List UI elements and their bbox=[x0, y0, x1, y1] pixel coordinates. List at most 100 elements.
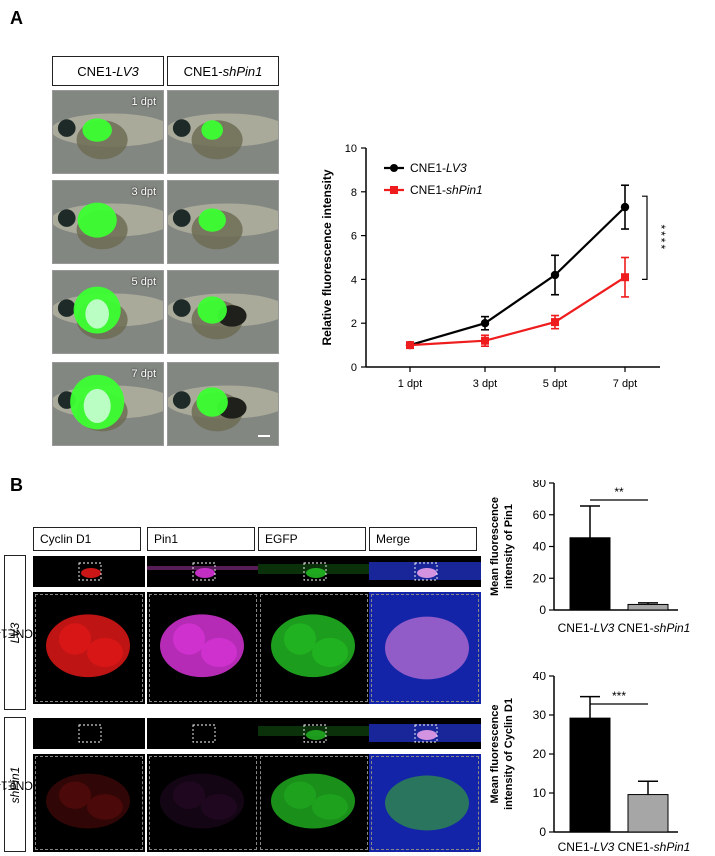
bar-chart-pin1-area: 0 20 40 60 80 Mean fluorescence intensity of P… bbox=[489, 480, 690, 635]
data-point bbox=[481, 336, 489, 345]
bar bbox=[627, 603, 669, 611]
error-bar bbox=[580, 505, 600, 538]
zoomed-image bbox=[33, 592, 145, 704]
significance-label: ** bbox=[614, 485, 624, 499]
y-axis-label: Mean fluorescence bbox=[489, 704, 501, 803]
zebrafish-picture bbox=[53, 91, 163, 173]
y-tick-label: 6 bbox=[351, 231, 357, 243]
overview-picture bbox=[258, 724, 370, 743]
y-tick-label: 8 bbox=[351, 187, 357, 199]
zoomed-picture bbox=[271, 614, 355, 678]
x-category-label: CNE1-LV3 bbox=[558, 840, 615, 854]
overview-image bbox=[369, 718, 481, 749]
zebrafish-picture bbox=[53, 271, 163, 353]
panel-a-letter: A bbox=[10, 8, 23, 28]
zebrafish-picture bbox=[168, 271, 278, 353]
significance-bracket bbox=[642, 195, 648, 280]
x-category-label: CNE1-LV3 bbox=[558, 621, 615, 635]
y-tick-label: 10 bbox=[533, 786, 547, 800]
overview-image bbox=[258, 718, 370, 749]
legend-label: CNE1-LV3 bbox=[410, 161, 467, 175]
overview-picture bbox=[78, 562, 102, 581]
zebrafish-image: 3 dpt bbox=[52, 180, 164, 264]
x-category-label: CNE1-shPin1 bbox=[618, 840, 691, 854]
zoomed-image bbox=[33, 754, 145, 852]
overview-image bbox=[33, 556, 145, 587]
zoomed-image bbox=[369, 754, 481, 852]
error-bar bbox=[638, 780, 658, 795]
dpt-label: 7 dpt bbox=[131, 368, 156, 380]
zoomed-picture bbox=[369, 754, 481, 852]
overview-picture bbox=[147, 562, 259, 581]
dpt-label: 1 dpt bbox=[131, 96, 156, 108]
data-point bbox=[621, 273, 629, 282]
bar-chart-cyclin-d1-area: 0 10 20 30 40 Mean fluorescence intensity of C… bbox=[489, 672, 691, 854]
row-label-lv3: CNE1- LV3 bbox=[0, 555, 33, 710]
error-bar bbox=[580, 695, 600, 719]
y-tick-label: 20 bbox=[533, 571, 547, 585]
legend-entry: CNE1-LV3 bbox=[384, 161, 467, 175]
zoomed-picture bbox=[160, 614, 244, 678]
panel-b-letter: B bbox=[10, 475, 23, 495]
y-tick-label: 20 bbox=[533, 747, 547, 761]
zebrafish-image bbox=[167, 270, 279, 354]
significance-label: *** bbox=[612, 689, 626, 703]
zebrafish-picture bbox=[168, 181, 278, 263]
overview-picture bbox=[369, 562, 481, 581]
column-header: Cyclin D1 bbox=[33, 527, 141, 551]
line-chart: 0 2 4 6 8 10 1 dpt 3 dpt 5 dpt 7 dpt Relative fluo… bbox=[320, 143, 668, 390]
overview-picture bbox=[192, 724, 216, 743]
y-tick-label: 80 bbox=[533, 480, 547, 490]
data-point bbox=[480, 319, 490, 328]
zoomed-image bbox=[258, 754, 370, 852]
y-tick-label: 0 bbox=[351, 362, 357, 374]
zebrafish-image: 1 dpt bbox=[52, 90, 164, 174]
zebrafish-image bbox=[167, 180, 279, 264]
legend-entry: CNE1-shPin1 bbox=[384, 183, 483, 197]
zoomed-image bbox=[369, 592, 481, 704]
series-line bbox=[409, 276, 626, 347]
zoomed-image bbox=[258, 592, 370, 704]
legend-label: CNE1-shPin1 bbox=[410, 183, 483, 197]
column-header: Merge bbox=[369, 527, 477, 551]
overview-image bbox=[258, 556, 370, 587]
y-axis-label: Mean fluorescence bbox=[489, 497, 501, 596]
column-header: Pin1 bbox=[147, 527, 255, 551]
data-point bbox=[620, 202, 630, 212]
zebrafish-image: 7 dpt bbox=[52, 362, 164, 446]
overview-picture bbox=[369, 724, 481, 743]
zebrafish-picture bbox=[53, 363, 163, 445]
zebrafish-picture bbox=[53, 181, 163, 263]
overview-image bbox=[33, 718, 145, 749]
scale-bar bbox=[258, 435, 270, 437]
data-point bbox=[551, 318, 559, 327]
zebrafish-image bbox=[167, 90, 279, 174]
zoomed-picture bbox=[271, 773, 355, 829]
y-tick-label: 30 bbox=[533, 708, 547, 722]
zoomed-picture bbox=[160, 773, 244, 829]
overview-image bbox=[147, 718, 259, 749]
y-tick-label: 10 bbox=[345, 143, 357, 155]
zoomed-picture bbox=[46, 773, 130, 829]
zebrafish-image: 5 dpt bbox=[52, 270, 164, 354]
zoomed-image bbox=[147, 754, 259, 852]
y-tick-label: 40 bbox=[533, 672, 547, 683]
x-tick-label: 3 dpt bbox=[473, 378, 497, 390]
zebrafish-picture bbox=[168, 363, 278, 445]
overview-picture bbox=[78, 724, 102, 743]
x-tick-label: 7 dpt bbox=[613, 378, 637, 390]
column-header-shpin1: CNE1- shPin1 bbox=[167, 56, 279, 86]
bar bbox=[569, 537, 611, 611]
dpt-label: 3 dpt bbox=[131, 186, 156, 198]
zoomed-picture bbox=[369, 592, 481, 704]
column-header: EGFP bbox=[258, 527, 366, 551]
error-bar bbox=[638, 602, 658, 605]
y-tick-label: 0 bbox=[539, 603, 546, 617]
zebrafish-image bbox=[167, 362, 279, 446]
zoomed-picture bbox=[46, 614, 130, 678]
x-tick-label: 5 dpt bbox=[543, 378, 567, 390]
bar bbox=[627, 794, 669, 833]
y-tick-label: 4 bbox=[351, 274, 357, 286]
x-tick-label: 1 dpt bbox=[398, 378, 422, 390]
row-label-shpin1: CNE1- shPin1 bbox=[0, 717, 33, 852]
